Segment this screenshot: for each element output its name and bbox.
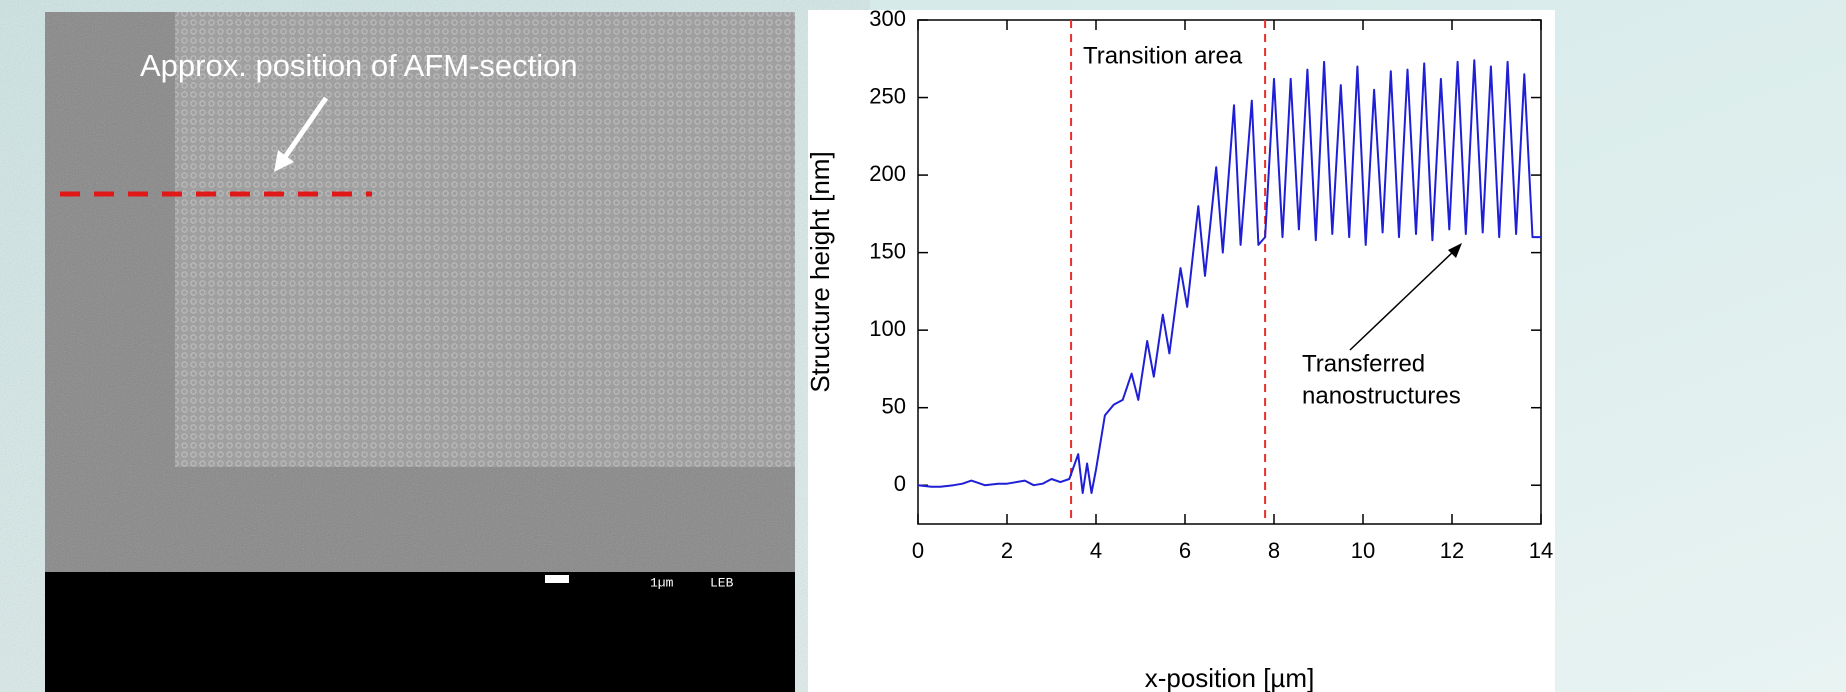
- chart: 0 50 100 150 200 250 300 0 2 4 6 8 10 12 14 Structure h…: [805, 6, 1553, 692]
- y-tick-label: 100: [869, 316, 906, 341]
- annotation-arrow: [1349, 249, 1456, 351]
- y-tick-label: 50: [882, 394, 906, 419]
- x-tick-label: 8: [1268, 538, 1280, 563]
- annotation-arrowhead: [1448, 243, 1462, 258]
- y-tick-label: 250: [869, 83, 906, 108]
- x-tick-label: 2: [1001, 538, 1013, 563]
- y-tick-label: 300: [869, 6, 906, 31]
- x-tick-label: 14: [1529, 538, 1553, 563]
- scale-label: 1µm: [650, 575, 674, 590]
- y-tick-label: 200: [869, 161, 906, 186]
- x-tick-label: 4: [1090, 538, 1102, 563]
- x-tick-label: 6: [1179, 538, 1191, 563]
- data-line: [917, 59, 1541, 494]
- y-tick-label: 0: [894, 471, 906, 496]
- x-axis-label: x-position [µm]: [1145, 663, 1315, 692]
- annotation-arrow: [280, 96, 329, 162]
- scale-bar: [545, 575, 569, 583]
- sem-info-bar: [45, 572, 795, 692]
- annotation-arrowhead: [274, 150, 294, 172]
- x-tick-label: 12: [1440, 538, 1464, 563]
- detector-label: LEB: [710, 575, 734, 590]
- chart-panel: [808, 10, 1555, 692]
- x-tick-label: 0: [912, 538, 924, 563]
- y-tick-label: 150: [869, 238, 906, 263]
- y-axis-label: Structure height [nm]: [805, 151, 835, 392]
- annotation: Transition area: [1083, 42, 1243, 69]
- annotation: Transferred: [1302, 350, 1425, 377]
- annotation: nanostructures: [1302, 382, 1461, 409]
- sem-image: 1µm LEB Approx. position of AFM-section: [45, 12, 795, 692]
- plot-frame: [917, 19, 1542, 525]
- x-tick-label: 10: [1351, 538, 1375, 563]
- sem-annotation: Approx. position of AFM-section: [140, 48, 578, 83]
